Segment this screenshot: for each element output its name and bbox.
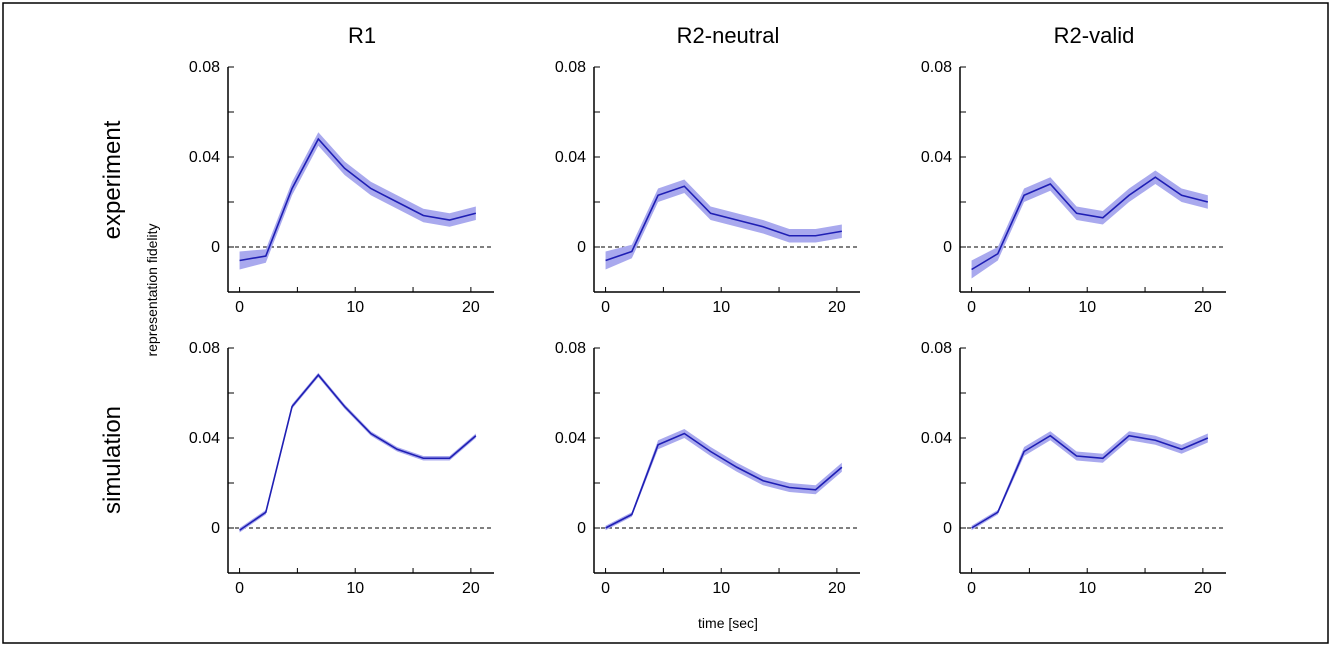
error-band-experiment-R2-valid — [971, 170, 1208, 279]
x-tick-label-experiment-R2-valid: 20 — [1194, 299, 1212, 316]
y-tick-label-simulation-R1: 0.04 — [189, 430, 220, 447]
x-tick-label-simulation-R1: 20 — [462, 580, 480, 597]
panel-experiment-R2-neutral: 0 0.04 0.08 0 10 20 — [555, 59, 860, 316]
series-line-experiment-R1 — [239, 137, 477, 262]
panel-simulation-R1: 0 0.04 0.08 0 10 20 — [189, 340, 494, 597]
x-tick-label-experiment-R2-valid: 0 — [967, 299, 976, 316]
error-band-simulation-R2-neutral — [605, 429, 842, 531]
x-tick-label-experiment-R1: 10 — [346, 299, 364, 316]
x-tick-label-simulation-R2-valid: 0 — [967, 580, 976, 597]
y-tick-label-simulation-R2-neutral: 0.04 — [555, 430, 586, 447]
row-label-experiment: experiment — [99, 120, 126, 239]
y-tick-label-experiment-R2-valid: 0.04 — [921, 149, 952, 166]
x-tick-label-simulation-R1: 10 — [346, 580, 364, 597]
y-tick-label-simulation-R2-neutral: 0 — [577, 520, 586, 537]
y-tick-label-experiment-R2-neutral: 0 — [577, 239, 586, 256]
y-tick-label-experiment-R1: 0 — [211, 239, 220, 256]
panel-simulation-R2-valid: 0 0.04 0.08 0 10 20 — [921, 340, 1226, 597]
panels-group: 0 0.04 0.08 0 10 20 0 0.04 0.08 0 10 20 0 0.04 0.08 0 10… — [189, 59, 1226, 597]
series-line-simulation-R1 — [239, 373, 477, 531]
y-tick-label-simulation-R1: 0.08 — [189, 340, 220, 357]
column-title-r2-valid: R2-valid — [1054, 23, 1135, 48]
x-tick-label-simulation-R1: 0 — [235, 580, 244, 597]
panel-experiment-R2-valid: 0 0.04 0.08 0 10 20 — [921, 59, 1226, 316]
x-tick-label-simulation-R2-neutral: 0 — [601, 580, 610, 597]
error-band-experiment-R1 — [239, 132, 476, 270]
y-tick-label-simulation-R1: 0 — [211, 520, 220, 537]
x-tick-label-experiment-R1: 20 — [462, 299, 480, 316]
y-tick-label-experiment-R1: 0.04 — [189, 149, 220, 166]
error-band-experiment-R2-neutral — [605, 179, 842, 270]
series-line-experiment-R2-neutral — [605, 185, 842, 262]
panel-experiment-R1: 0 0.04 0.08 0 10 20 — [189, 59, 494, 316]
x-tick-label-experiment-R2-valid: 10 — [1078, 299, 1096, 316]
y-tick-label-experiment-R1: 0.08 — [189, 59, 220, 76]
error-band-simulation-R1 — [239, 372, 476, 533]
series-line-experiment-R2-valid — [971, 176, 1209, 271]
column-title-r2-neutral: R2-neutral — [677, 23, 780, 48]
x-tick-label-simulation-R2-neutral: 20 — [828, 580, 846, 597]
x-tick-label-simulation-R2-neutral: 10 — [712, 580, 730, 597]
y-tick-label-simulation-R2-neutral: 0.08 — [555, 340, 586, 357]
x-tick-label-simulation-R2-valid: 10 — [1078, 580, 1096, 597]
x-axis-label: time [sec] — [698, 615, 758, 631]
x-tick-label-experiment-R2-neutral: 10 — [712, 299, 730, 316]
y-tick-label-simulation-R2-valid: 0 — [943, 520, 952, 537]
series-line-simulation-R2-valid — [971, 434, 1209, 529]
row-label-simulation: simulation — [99, 406, 126, 514]
panel-simulation-R2-neutral: 0 0.04 0.08 0 10 20 — [555, 340, 860, 597]
y-tick-label-experiment-R2-valid: 0 — [943, 239, 952, 256]
column-title-r1: R1 — [348, 23, 376, 48]
y-tick-label-experiment-R2-neutral: 0.04 — [555, 149, 586, 166]
y-tick-label-experiment-R2-neutral: 0.08 — [555, 59, 586, 76]
x-tick-label-simulation-R2-valid: 20 — [1194, 580, 1212, 597]
y-axis-label: representation fidelity — [144, 223, 160, 356]
y-tick-label-simulation-R2-valid: 0.08 — [921, 340, 952, 357]
series-line-simulation-R2-neutral — [605, 432, 843, 529]
y-tick-label-simulation-R2-valid: 0.04 — [921, 430, 952, 447]
x-tick-label-experiment-R1: 0 — [235, 299, 244, 316]
x-tick-label-experiment-R2-neutral: 0 — [601, 299, 610, 316]
x-tick-label-experiment-R2-neutral: 20 — [828, 299, 846, 316]
y-tick-label-experiment-R2-valid: 0.08 — [921, 59, 952, 76]
